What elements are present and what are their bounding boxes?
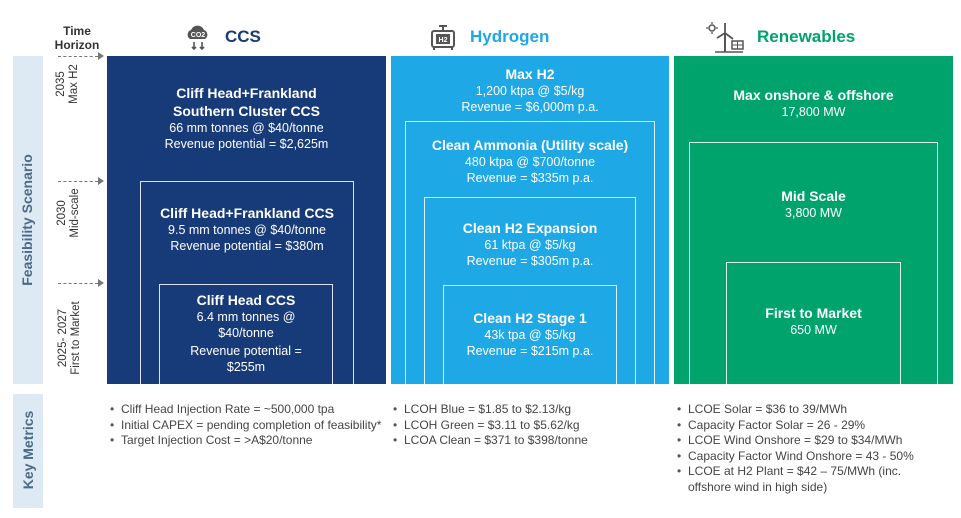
row-label-2035: 2035 Max H2 [55, 52, 81, 116]
time-horizon-label: Time Horizon [54, 24, 100, 52]
renewables-metric-item: Capacity Factor Wind Onshore = 43 - 50% [675, 449, 930, 465]
ccs-first-line-2: $40/tonne [218, 326, 274, 340]
renewables-mid-title: Mid Scale [781, 188, 846, 204]
ccs-mid-line-1: 9.5 mm tonnes @ $40/tonne [168, 223, 326, 237]
wind-solar-icon [706, 22, 744, 53]
renewables-metric-item: LCOE Solar = $36 to 39/MWh [675, 402, 930, 418]
key-metrics-bar: Key Metrics [13, 394, 43, 508]
renewables-first-line-1: 650 MW [790, 323, 837, 337]
ccs-metric-item: Target Injection Cost = >A$20/tonne [108, 433, 383, 449]
arrowhead-2025 [98, 279, 104, 287]
hydrogen-stage1-line-1: 43k tpa @ $5/kg [484, 328, 576, 342]
ccs-metric-item: Cliff Head Injection Rate = ~500,000 tpa [108, 402, 383, 418]
hydrogen-ammonia-line-2: Revenue = $335m p.a. [466, 171, 594, 185]
renewables-metric-item: LCOE at H2 Plant = $42 – 75/MWh (inc. of… [675, 464, 930, 495]
ccs-max-title-1: Cliff Head+Frankland [176, 85, 317, 101]
ccs-header: CO2 CCS [183, 24, 261, 51]
ccs-first-block: Cliff Head CCS 6.4 mm tonnes @ $40/tonne… [159, 291, 333, 375]
dashed-arrow-2025 [58, 283, 98, 284]
arrowhead-2035 [98, 52, 104, 60]
hydrogen-max-line-1: 1,200 ktpa @ $5/kg [475, 84, 585, 98]
feasibility-scenario-label: Feasibility Scenario [19, 154, 35, 286]
hydrogen-metric-item: LCOH Green = $3.11 to $5.62/kg [391, 418, 666, 434]
hydrogen-metric-item: LCOH Blue = $1.85 to $2.13/kg [391, 402, 666, 418]
row-2025-sub: First to Market [70, 301, 82, 375]
ccs-mid-frame [140, 181, 354, 401]
ccs-metric-item: Initial CAPEX = pending completion of fe… [108, 418, 383, 434]
renewables-panel: Max onshore & offshore 17,800 MW Mid Sca… [674, 56, 953, 402]
ccs-metrics-list: Cliff Head Injection Rate = ~500,000 tpa… [108, 402, 383, 449]
ccs-max-title-2: Southern Cluster CCS [172, 103, 320, 119]
row-label-2030: 2030 Mid-scale [56, 175, 82, 251]
dashed-arrow-2030 [58, 181, 98, 182]
ccs-title: CCS [225, 27, 261, 46]
hydrogen-expansion-frame [424, 197, 636, 397]
hydrogen-ammonia-block: Clean Ammonia (Utility scale) 480 ktpa @… [405, 136, 655, 186]
cloud-co2-icon: CO2 [187, 25, 208, 51]
arrowhead-2030 [98, 177, 104, 185]
renewables-first-block: First to Market 650 MW [726, 304, 901, 338]
hydrogen-panel: Max H2 1,200 ktpa @ $5/kg Revenue = $6,0… [391, 56, 669, 405]
svg-text:H2: H2 [439, 37, 448, 44]
hydrogen-max-title: Max H2 [505, 66, 555, 82]
row-2035-year: 2035 [55, 71, 67, 97]
hydrogen-metric-item: LCOA Clean = $371 to $398/tonne [391, 433, 666, 449]
dashed-arrow-2035 [58, 56, 98, 57]
row-2030-year: 2030 [56, 200, 68, 226]
renewables-max-block: Max onshore & offshore 17,800 MW [674, 86, 953, 120]
hydrogen-title: Hydrogen [470, 27, 550, 46]
renewables-header: Renewables [705, 22, 856, 53]
row-2035-sub: Max H2 [68, 64, 80, 104]
renewables-max-line-1: 17,800 MW [781, 105, 846, 119]
row-2030-sub: Mid-scale [69, 188, 81, 238]
row-label-2025: 2025- 2027 First to Market [57, 293, 83, 383]
renewables-mid-line-1: 3,800 MW [785, 206, 842, 220]
hydrogen-stage1-line-2: Revenue = $215m p.a. [466, 344, 594, 358]
hydrogen-ammonia-title: Clean Ammonia (Utility scale) [431, 137, 629, 153]
hydrogen-expansion-block: Clean H2 Expansion 61 ktpa @ $5/kg Reven… [424, 219, 636, 269]
renewables-metric-item: LCOE Wind Onshore = $29 to $34/MWh [675, 433, 930, 449]
hydrogen-ammonia-frame [405, 121, 655, 401]
hydrogen-ammonia-line-1: 480 ktpa @ $700/tonne [464, 155, 596, 169]
row-2025-year: 2025- 2027 [57, 308, 69, 368]
hydrogen-expansion-line-2: Revenue = $305m p.a. [466, 254, 594, 268]
ccs-panel: Cliff Head+Frankland Southern Cluster CC… [107, 56, 386, 404]
hydrogen-max-block: Max H2 1,200 ktpa @ $5/kg Revenue = $6,0… [391, 65, 669, 115]
hydrogen-max-line-2: Revenue = $6,000m p.a. [461, 100, 599, 114]
hydrogen-stage1-block: Clean H2 Stage 1 43k tpa @ $5/kg Revenue… [443, 309, 617, 359]
renewables-title: Renewables [757, 27, 856, 46]
renewables-first-title: First to Market [765, 305, 862, 321]
ccs-first-line-3: Revenue potential = [190, 344, 302, 358]
ccs-max-block: Cliff Head+Frankland Southern Cluster CC… [107, 84, 386, 152]
ccs-first-line-1: 6.4 mm tonnes @ [196, 310, 296, 324]
ccs-mid-title: Cliff Head+Frankland CCS [160, 205, 334, 221]
hydrogen-expansion-title: Clean H2 Expansion [462, 220, 598, 236]
hydrogen-expansion-line-1: 61 ktpa @ $5/kg [484, 238, 576, 252]
key-metrics-label: Key Metrics [20, 410, 36, 490]
h2-tank-icon: H2 [431, 25, 455, 50]
renewables-mid-block: Mid Scale 3,800 MW [689, 187, 938, 221]
renewables-max-title: Max onshore & offshore [733, 87, 894, 103]
svg-text:CO2: CO2 [191, 32, 206, 39]
feasibility-scenario-bar: Feasibility Scenario [13, 56, 43, 384]
ccs-mid-line-2: Revenue potential = $380m [170, 239, 324, 253]
ccs-mid-block: Cliff Head+Frankland CCS 9.5 mm tonnes @… [140, 204, 354, 254]
hydrogen-stage1-title: Clean H2 Stage 1 [473, 310, 587, 326]
ccs-max-line-1: 66 mm tonnes @ $40/tonne [169, 121, 324, 135]
hydrogen-metrics-list: LCOH Blue = $1.85 to $2.13/kg LCOH Green… [391, 402, 666, 449]
ccs-first-line-4: $255m [226, 360, 266, 374]
ccs-max-line-2: Revenue potential = $2,625m [164, 137, 329, 151]
ccs-first-title: Cliff Head CCS [196, 292, 296, 308]
renewables-metric-item: Capacity Factor Solar = 26 - 29% [675, 418, 930, 434]
renewables-metrics-list: LCOE Solar = $36 to 39/MWh Capacity Fact… [675, 402, 930, 495]
hydrogen-header: H2 Hydrogen [428, 24, 549, 50]
